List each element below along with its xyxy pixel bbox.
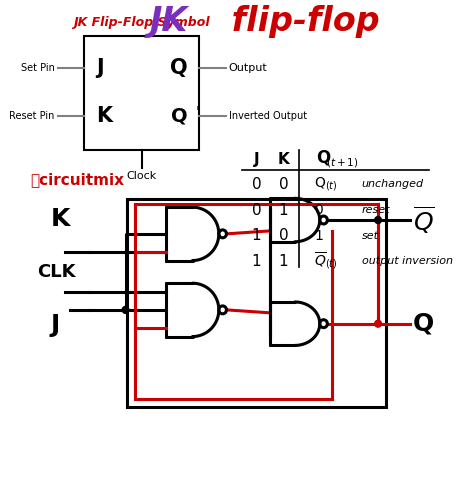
Text: K: K <box>277 152 289 168</box>
Text: ⓘcircuitmix: ⓘcircuitmix <box>30 172 124 187</box>
Text: 1: 1 <box>252 254 261 269</box>
Text: $\overline{Q}$$_{(t)}$: $\overline{Q}$$_{(t)}$ <box>314 251 337 272</box>
Text: K: K <box>96 106 112 126</box>
Text: 0: 0 <box>252 177 261 192</box>
Text: Set Pin: Set Pin <box>21 63 55 73</box>
Text: Inverted Output: Inverted Output <box>229 111 307 121</box>
Text: CLK: CLK <box>37 263 76 281</box>
Text: Q: Q <box>171 106 188 125</box>
Text: Reset Pin: Reset Pin <box>9 111 55 121</box>
Text: Q: Q <box>412 312 434 336</box>
Text: Q: Q <box>316 149 330 167</box>
Text: reset: reset <box>362 205 390 215</box>
Text: 1: 1 <box>279 203 288 218</box>
Text: Output: Output <box>229 63 268 73</box>
Text: 1: 1 <box>314 229 323 243</box>
Text: JK Flip-Flop Symbol: JK Flip-Flop Symbol <box>73 16 210 29</box>
Text: $\overline{Q}$: $\overline{Q}$ <box>412 204 434 236</box>
Text: J: J <box>96 58 103 78</box>
Text: $(t+1)$: $(t+1)$ <box>327 156 359 169</box>
Text: flip-flop: flip-flop <box>220 5 380 38</box>
Text: 0: 0 <box>279 177 288 192</box>
Text: 0: 0 <box>314 203 323 217</box>
Text: 1: 1 <box>252 228 261 244</box>
Text: ': ' <box>195 105 199 119</box>
Text: 1: 1 <box>279 254 288 269</box>
Text: J: J <box>51 313 60 337</box>
Circle shape <box>122 306 129 313</box>
Text: 0: 0 <box>279 228 288 244</box>
Text: unchanged: unchanged <box>362 180 424 189</box>
Circle shape <box>375 217 382 224</box>
Text: JK: JK <box>149 5 188 38</box>
Text: Q$_{(t)}$: Q$_{(t)}$ <box>314 175 337 193</box>
Text: J: J <box>254 152 259 168</box>
Text: Clock: Clock <box>127 170 157 181</box>
Text: output inversion: output inversion <box>362 257 453 266</box>
Circle shape <box>375 320 382 327</box>
Text: K: K <box>51 207 70 231</box>
Text: Q: Q <box>170 58 188 78</box>
Text: set: set <box>362 231 379 241</box>
Text: 0: 0 <box>252 203 261 218</box>
